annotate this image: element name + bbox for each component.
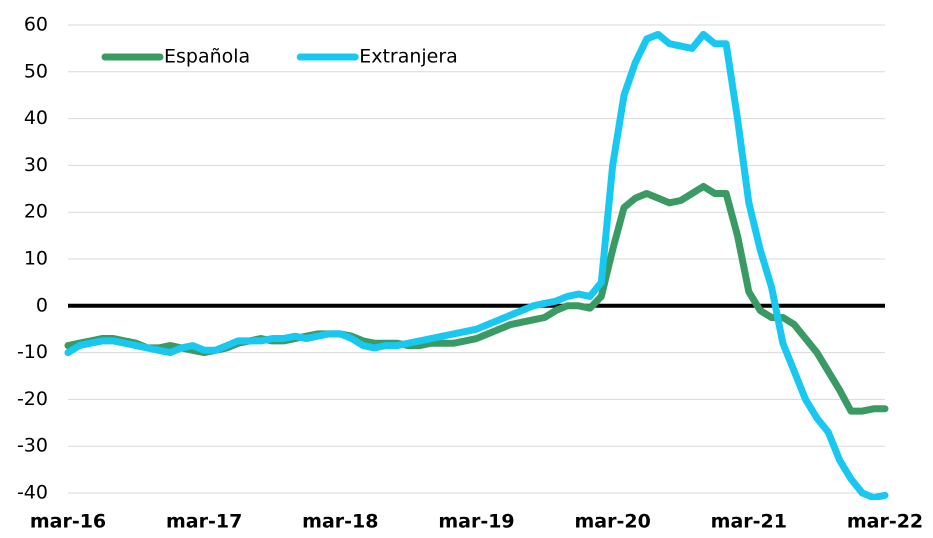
y-tick-label: 10 [24,248,48,270]
x-tick-label: mar-16 [30,511,106,533]
line-series [64,30,889,500]
x-tick-label: mar-18 [302,511,378,533]
y-tick-label: -40 [17,482,48,504]
y-tick-label: 30 [24,154,48,176]
y-tick-label: -10 [17,341,48,363]
y-tick-label: -30 [17,435,48,457]
y-tick-label: 50 [24,60,48,82]
line-series [64,182,889,415]
x-tick-label: mar-21 [711,511,787,533]
y-tick-label: 20 [24,201,48,223]
legend-label: Española [164,46,250,68]
x-tick-label: mar-22 [847,511,923,533]
plot-area [64,30,889,500]
y-tick-label: 0 [36,294,48,316]
x-tick-label: mar-20 [575,511,651,533]
x-tick-label: mar-17 [166,511,242,533]
y-tick-label: -20 [17,388,48,410]
y-tick-label: 40 [24,107,48,129]
y-tick-label: 60 [24,14,48,36]
legend-label: Extranjera [359,46,458,68]
x-tick-label: mar-19 [438,511,514,533]
